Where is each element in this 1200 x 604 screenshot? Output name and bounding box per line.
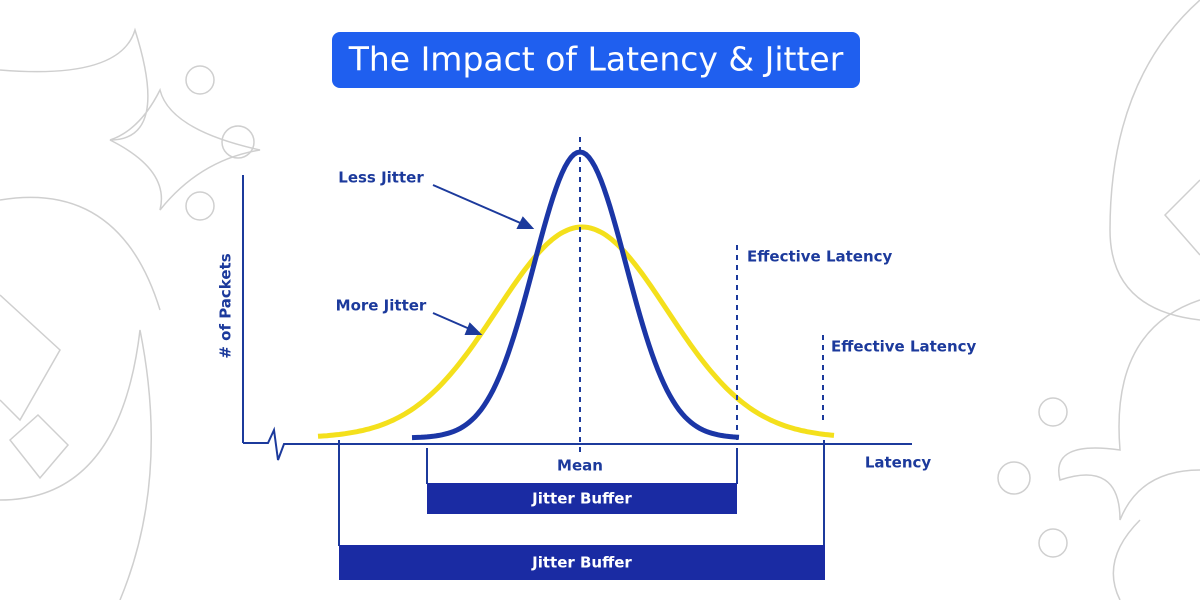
x-axis-label: Latency	[865, 454, 932, 472]
effective-latency-label: Effective Latency	[831, 338, 977, 356]
buffer-label: Jitter Buffer	[531, 490, 632, 508]
effective-latency-label: Effective Latency	[747, 248, 893, 266]
guides	[579, 137, 824, 455]
axes	[242, 175, 912, 461]
more-jitter-curve	[317, 224, 835, 439]
curve-label: More Jitter	[336, 297, 427, 315]
mean-label: Mean	[557, 457, 603, 475]
buffer-bar	[339, 545, 825, 580]
buffer-label: Jitter Buffer	[531, 554, 632, 572]
curve-label: Less Jitter	[338, 169, 424, 187]
callouts	[432, 184, 535, 335]
buffer-bar	[427, 483, 737, 514]
title-pill	[332, 32, 860, 88]
buffer-brackets	[338, 440, 825, 546]
less-jitter-curve	[411, 149, 740, 441]
y-axis-label: # of Packets	[217, 253, 235, 358]
title: The Impact of Latency & Jitter	[348, 40, 844, 79]
